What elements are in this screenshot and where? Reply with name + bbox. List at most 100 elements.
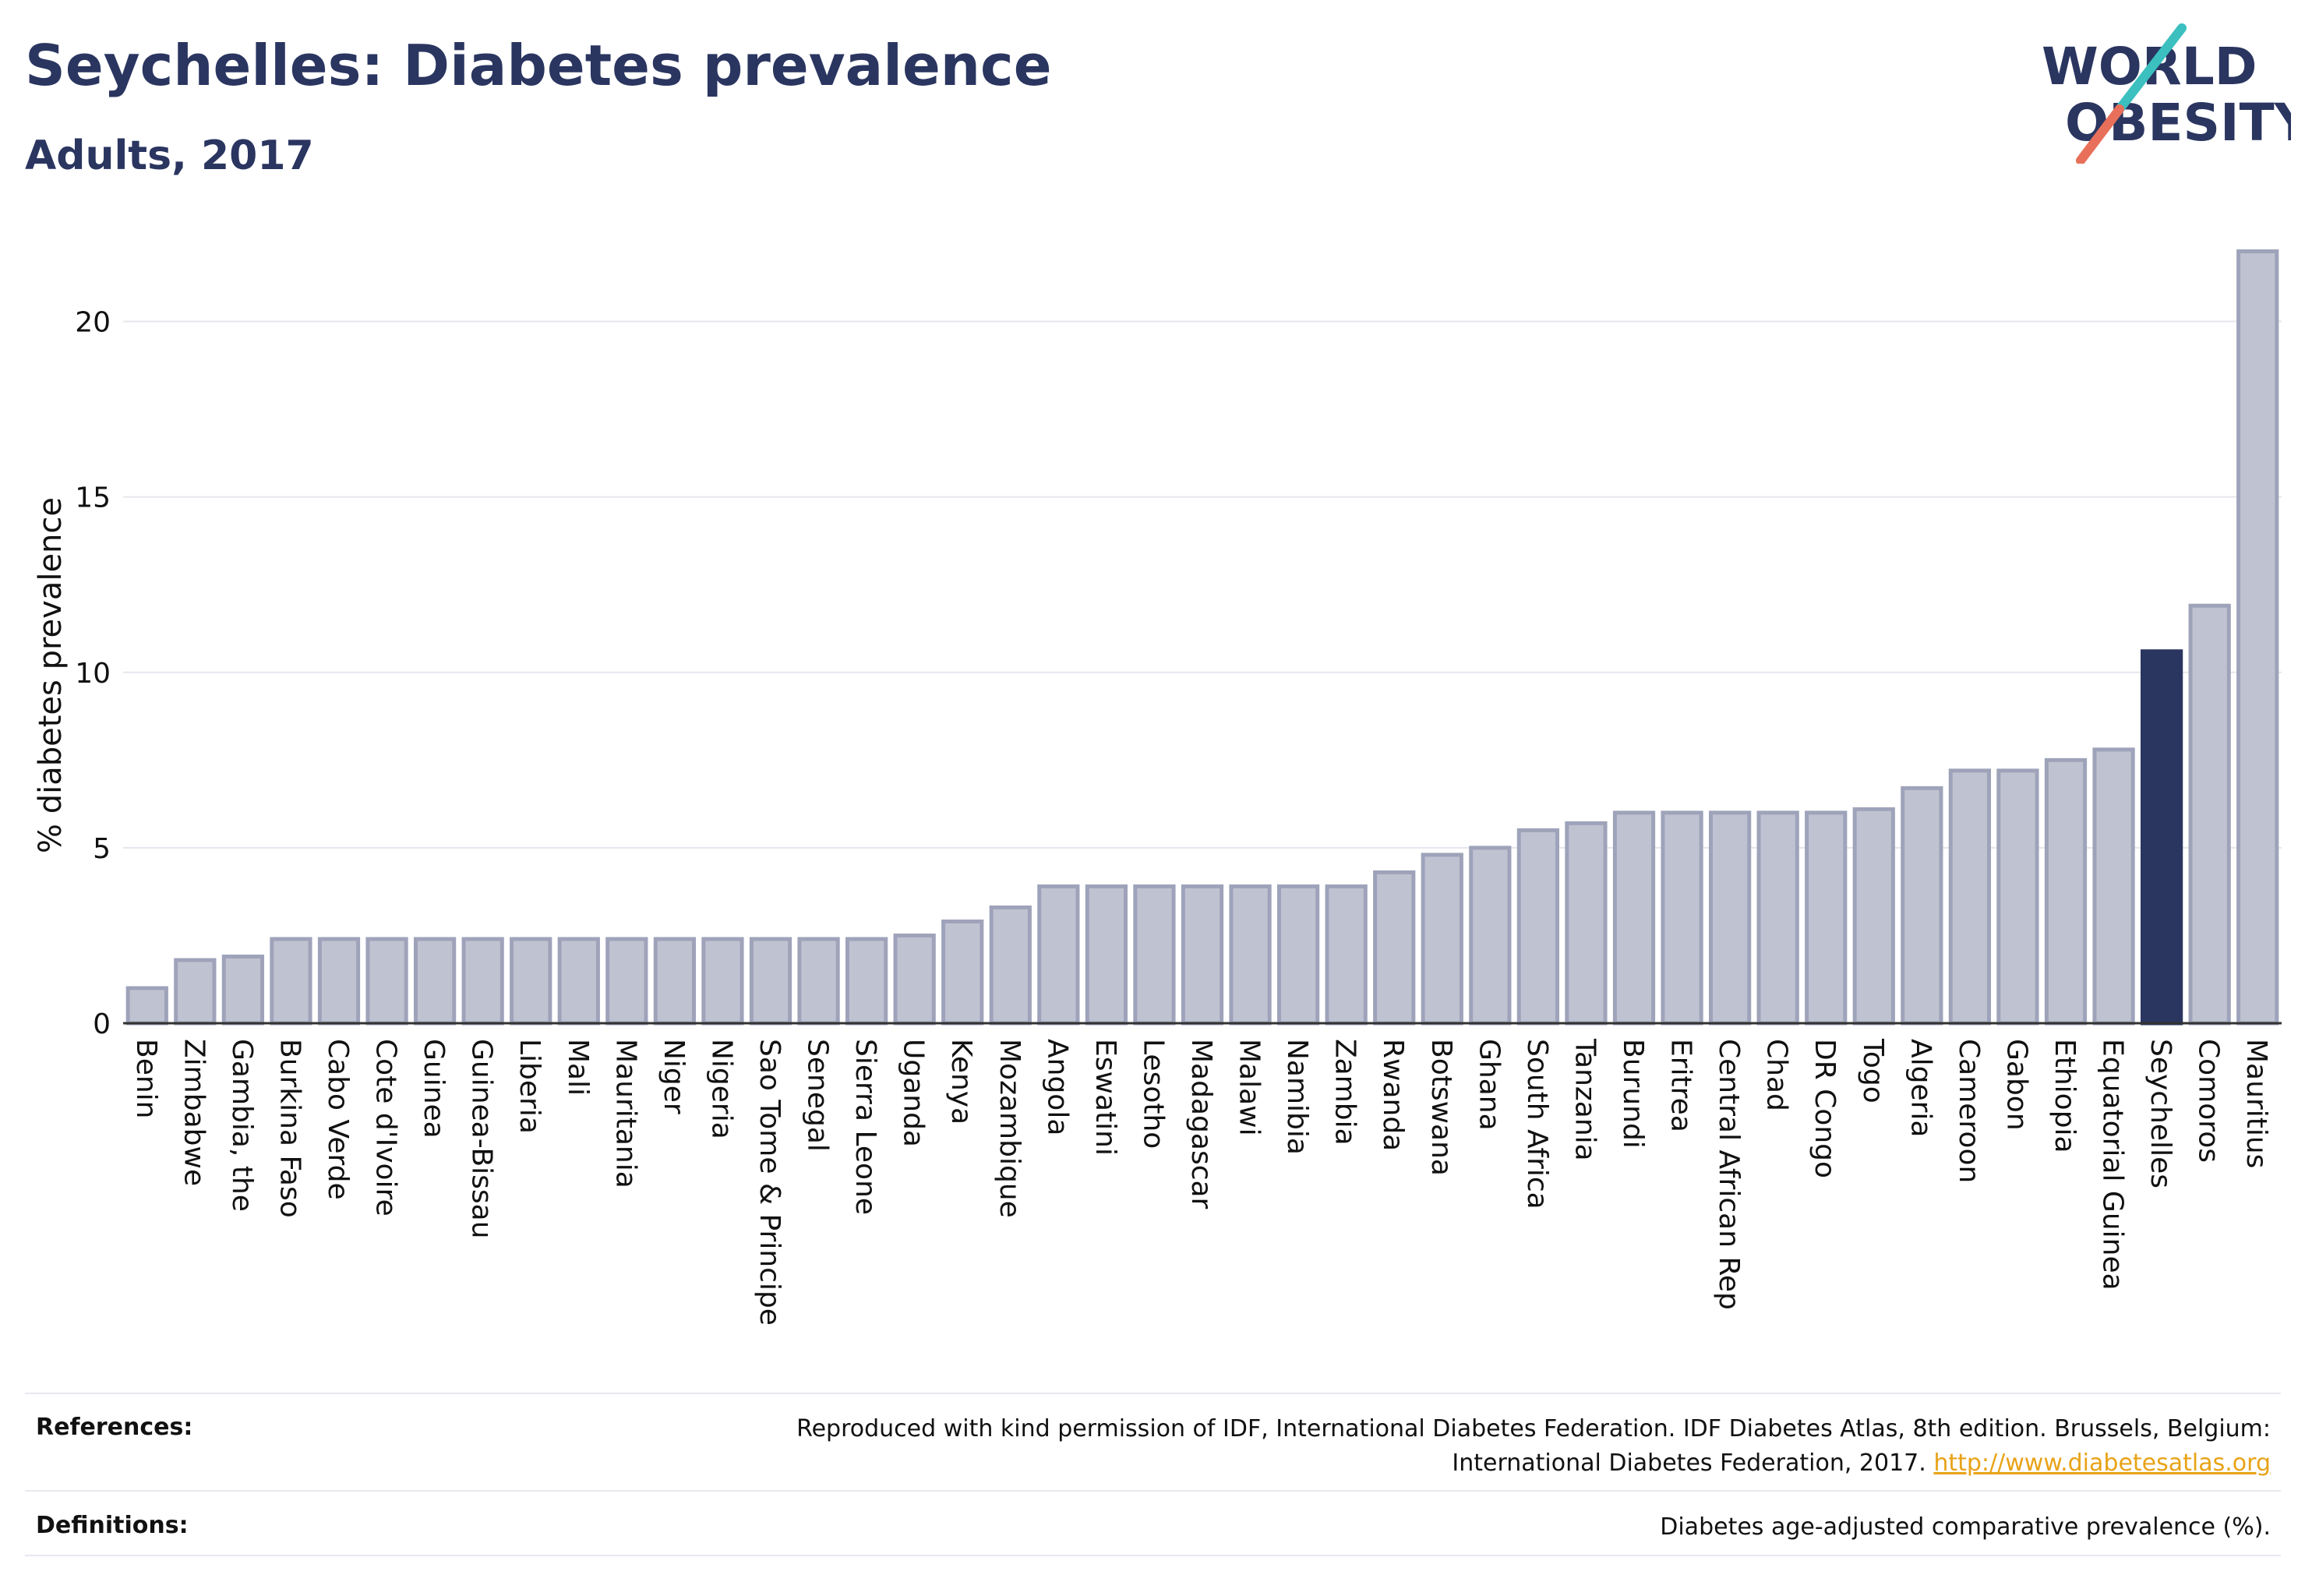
bar-zimbabwe[interactable] [174, 958, 217, 1026]
references-label: References: [36, 1414, 193, 1441]
x-tick-label: Burundi [1617, 1039, 1649, 1149]
x-tick-label: Senegal [802, 1039, 834, 1152]
definitions-text: Diabetes age-adjusted comparative preval… [1660, 1513, 2271, 1541]
bar-namibia[interactable] [1276, 884, 1320, 1026]
y-axis-ticks: 0 5 10 15 20 [75, 307, 111, 1040]
bar-kenya[interactable] [941, 919, 984, 1026]
references-line2: International Diabetes Federation, 2017. [1452, 1449, 1926, 1477]
bar-south-africa[interactable] [1516, 828, 1560, 1026]
bar-eritrea[interactable] [1661, 810, 1703, 1026]
x-tick-label: Eritrea [1665, 1039, 1697, 1132]
x-tick-label: Niger [658, 1039, 690, 1114]
bar-chad[interactable] [1756, 810, 1799, 1026]
bar-angola[interactable] [1037, 884, 1080, 1026]
y-tick-label: 15 [75, 482, 111, 514]
bar-burkina-faso[interactable] [270, 937, 312, 1026]
logo-slash-bottom [2076, 104, 2124, 164]
bar-togo[interactable] [1852, 807, 1895, 1026]
bar-burundi[interactable] [1612, 810, 1656, 1026]
bar-chart: 0 5 10 15 20 Benin Zimbabwe Gambia, the Burkina… [33, 249, 2282, 1326]
x-tick-label: Namibia [1281, 1039, 1313, 1155]
x-tick-label: Botswana [1425, 1039, 1457, 1176]
x-tick-label: Zimbabwe [178, 1039, 210, 1186]
bar-nigeria[interactable] [701, 937, 744, 1026]
x-tick-label: Nigeria [705, 1039, 737, 1139]
bar-madagascar[interactable] [1181, 884, 1224, 1026]
x-tick-label: Sao Tome & Principe [754, 1039, 785, 1326]
bar-guinea-bissau[interactable] [461, 937, 504, 1026]
bar-niger[interactable] [653, 937, 697, 1026]
x-tick-label: Sierra Leone [849, 1039, 881, 1215]
x-tick-label: Mauritania [609, 1039, 641, 1188]
footer-divider-top [25, 1393, 2281, 1394]
bar-mali[interactable] [557, 937, 600, 1026]
bar-sierra-leone[interactable] [845, 937, 888, 1026]
bar-dr-congo[interactable] [1805, 810, 1848, 1026]
references-line1: Reproduced with kind permission of IDF, … [796, 1415, 2271, 1442]
bar-sao-tome-principe[interactable] [749, 937, 792, 1026]
x-tick-label: Ghana [1473, 1039, 1505, 1131]
logo-slash-top [2115, 23, 2187, 114]
x-tick-label: Kenya [945, 1039, 977, 1125]
bar-rwanda[interactable] [1373, 870, 1416, 1026]
bar-comoros[interactable] [2188, 603, 2231, 1026]
bar-eswatini[interactable] [1085, 884, 1128, 1026]
page-title: Seychelles: Diabetes prevalence [25, 33, 1052, 98]
x-tick-label: Eswatini [1089, 1039, 1121, 1156]
x-tick-label: Guinea [418, 1039, 450, 1139]
bar-ethiopia[interactable] [2044, 757, 2088, 1026]
bar-gambia-the[interactable] [221, 954, 265, 1026]
y-tick-label: 5 [93, 833, 111, 865]
x-tick-label: Madagascar [1185, 1039, 1217, 1209]
bar-mozambique[interactable] [989, 905, 1032, 1026]
x-tick-label: Gabon [2000, 1039, 2032, 1131]
x-tick-label: Chad [1761, 1039, 1793, 1111]
x-tick-label: Equatorial Guinea [2097, 1039, 2129, 1291]
x-tick-label: Zambia [1329, 1039, 1361, 1146]
bar-liberia[interactable] [510, 937, 552, 1026]
y-tick-label: 10 [75, 658, 111, 690]
bar-tanzania[interactable] [1565, 821, 1608, 1026]
bar-cameroon[interactable] [1948, 768, 1992, 1026]
bar-equatorial-guinea[interactable] [2092, 747, 2135, 1026]
x-tick-label: Comoros [2193, 1039, 2225, 1163]
bar-benin[interactable] [125, 986, 168, 1026]
footer-divider-bottom [25, 1555, 2281, 1556]
bar-mauritius[interactable] [2236, 249, 2279, 1026]
bar-cabo-verde[interactable] [317, 937, 361, 1026]
footer-divider-mid [25, 1490, 2281, 1492]
x-tick-label: Angola [1041, 1039, 1073, 1135]
bar-central-african-rep[interactable] [1708, 810, 1752, 1026]
x-tick-label: Gambia, the [226, 1039, 258, 1212]
bar-guinea[interactable] [413, 937, 457, 1026]
x-tick-label: Cabo Verde [322, 1039, 354, 1200]
x-tick-label: Uganda [898, 1039, 930, 1147]
bar-zambia[interactable] [1325, 884, 1368, 1026]
x-tick-label: Benin [130, 1039, 162, 1118]
bar-uganda[interactable] [893, 933, 936, 1026]
bar-seychelles[interactable] [2140, 649, 2183, 1026]
y-tick-label: 0 [93, 1008, 111, 1040]
bar-cote-d-ivoire[interactable] [365, 937, 408, 1026]
bar-mauritania[interactable] [605, 937, 648, 1026]
bars-layer [125, 249, 2279, 1026]
bar-malawi[interactable] [1229, 884, 1272, 1026]
bar-senegal[interactable] [797, 937, 840, 1026]
x-axis-ticks: Benin Zimbabwe Gambia, the Burkina Faso Cabo… [130, 1038, 2272, 1326]
bar-gabon[interactable] [1996, 768, 2039, 1026]
x-tick-label: Ethiopia [2049, 1039, 2081, 1153]
y-tick-label: 20 [75, 307, 111, 339]
references-link[interactable]: http://www.diabetesatlas.org [1933, 1449, 2271, 1477]
x-tick-label: South Africa [1521, 1039, 1553, 1209]
bar-botswana[interactable] [1421, 853, 1463, 1026]
x-tick-label: Mozambique [994, 1039, 1025, 1218]
world-obesity-logo: WORLD OBESITY [2042, 23, 2291, 164]
bar-ghana[interactable] [1469, 846, 1512, 1026]
page-subtitle: Adults, 2017 [25, 132, 314, 179]
x-tick-label: Burkina Faso [274, 1039, 305, 1218]
bar-lesotho[interactable] [1133, 884, 1176, 1026]
logo-line2: OBESITY [2065, 93, 2291, 153]
x-tick-label: Rwanda [1377, 1039, 1409, 1151]
x-tick-label: Mali [562, 1039, 594, 1096]
bar-algeria[interactable] [1901, 786, 1943, 1026]
